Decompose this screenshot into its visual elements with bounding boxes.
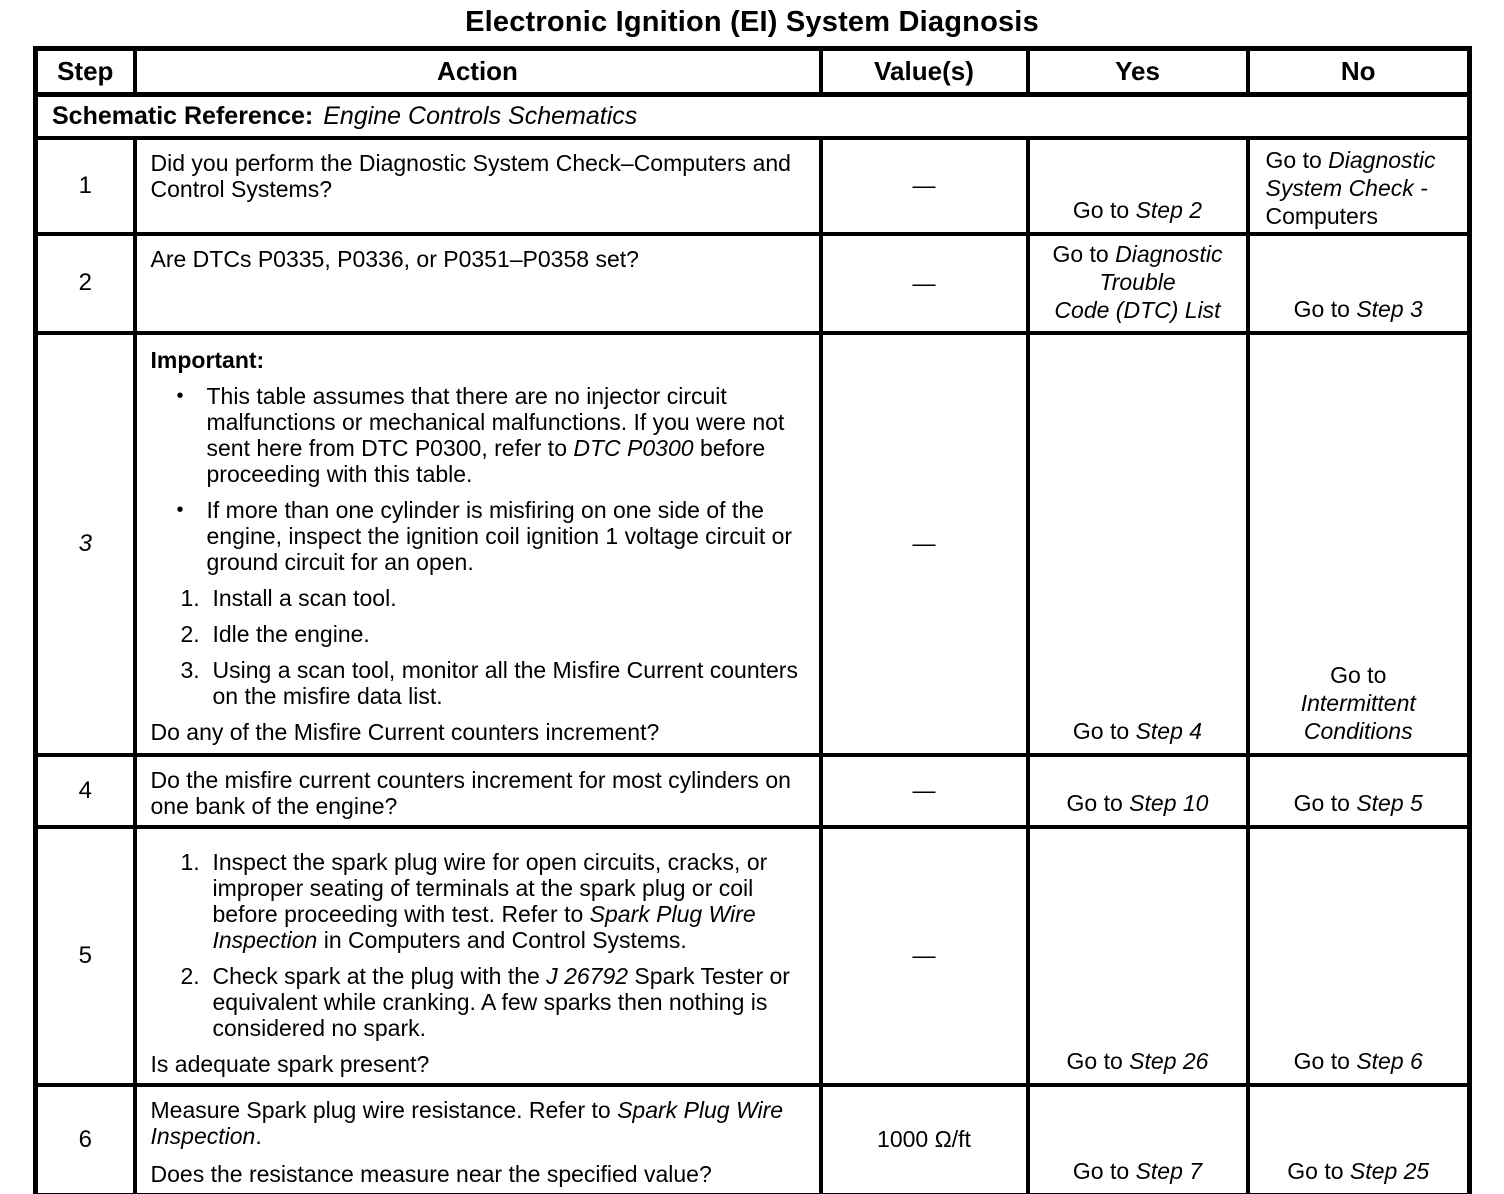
number-marker: 3. (180, 656, 200, 683)
question-text: Is adequate spark present? (150, 1050, 430, 1077)
action-paragraph: Are DTCs P0335, P0336, or P0351–P0358 se… (150, 245, 639, 272)
column-header-no: No (1245, 46, 1472, 97)
schematic-reference-cell: Schematic Reference: Engine Controls Sche… (33, 92, 1472, 140)
step-cell: 4 (33, 752, 137, 829)
yes-cell: Go to Step 2 (1025, 135, 1250, 236)
item-text: Install a scan tool. (212, 584, 397, 611)
bullet-marker: • (176, 384, 184, 407)
action-cell: Important: • This table assumes that there… (132, 330, 823, 757)
step-cell: 1 (33, 135, 137, 236)
no-cell: Go to Diagnostic System Check - Computers (1245, 135, 1472, 236)
table-row: 3 Important: • This table assumes that the… (33, 330, 1472, 757)
header-row: Step Action Value(s) Yes No (33, 46, 1472, 97)
column-header-step: Step (33, 46, 137, 97)
numbered-item: 2. Idle the engine. (181, 621, 809, 647)
number-marker: 2. (180, 620, 200, 647)
action-cell: 1. Inspect the spark plug wire for open c… (132, 824, 823, 1087)
no-cell: Go to Step 6 (1245, 824, 1472, 1087)
no-cell: Go to Step 3 (1245, 231, 1472, 335)
diagnosis-table: Step Action Value(s) Yes No Schematic Re… (33, 46, 1472, 1194)
action-cell: Measure Spark plug wire resistance. Refe… (132, 1082, 823, 1194)
item-text: Using a scan tool, monitor all the Misfi… (212, 656, 798, 709)
yes-cell: Go to Diagnostic Trouble Code (DTC) List (1025, 231, 1250, 335)
number-marker: 1. (180, 848, 200, 875)
bullet-item: • This table assumes that there are no in… (177, 383, 809, 487)
action-cell: Did you perform the Diagnostic System Ch… (132, 135, 823, 236)
value-cell: — (818, 330, 1030, 757)
value-cell: — (818, 752, 1030, 829)
schematic-reference-value: Engine Controls Schematics (323, 101, 638, 130)
value-cell: — (818, 231, 1030, 335)
numbered-item: 1. Inspect the spark plug wire for open c… (181, 849, 809, 953)
page-title: Electronic Ignition (EI) System Diagnosi… (465, 6, 1039, 38)
step-cell: 6 (33, 1082, 137, 1194)
numbered-item: 1. Install a scan tool. (181, 585, 809, 611)
bullet-item: • If more than one cylinder is misfiring … (177, 497, 809, 575)
column-header-action: Action (132, 46, 823, 97)
value-cell: — (818, 824, 1030, 1087)
schematic-reference-label: Schematic Reference: (52, 101, 314, 130)
action-paragraph: Measure Spark plug wire resistance. Refe… (150, 1096, 784, 1149)
table-row: 6 Measure Spark plug wire resistance. Re… (33, 1082, 1472, 1194)
table-row: 4 Do the misfire current counters increm… (33, 752, 1472, 829)
value-cell: — (818, 135, 1030, 236)
item-text: Idle the engine. (212, 620, 370, 647)
question-text: Does the resistance measure near the spe… (150, 1160, 712, 1187)
table-row: 5 1. Inspect the spark plug wire for open… (33, 824, 1472, 1087)
item-text: This table assumes that there are no inj… (206, 382, 785, 487)
action-cell: Are DTCs P0335, P0336, or P0351–P0358 se… (132, 231, 823, 335)
item-text: Inspect the spark plug wire for open cir… (212, 848, 768, 953)
yes-cell: Go to Step 7 (1025, 1082, 1250, 1194)
number-marker: 2. (180, 962, 200, 989)
yes-cell: Go to Step 10 (1025, 752, 1250, 829)
table-row: 1 Did you perform the Diagnostic System … (33, 135, 1472, 236)
numbered-item: 2. Check spark at the plug with the J 267… (181, 963, 809, 1041)
schematic-reference-row: Schematic Reference: Engine Controls Sche… (33, 92, 1472, 140)
step-cell: 5 (33, 824, 137, 1087)
action-paragraph: Did you perform the Diagnostic System Ch… (150, 149, 791, 202)
column-header-yes: Yes (1025, 46, 1250, 97)
no-cell: Go to Step 25 (1245, 1082, 1472, 1194)
bullet-marker: • (176, 498, 184, 521)
question-text: Do any of the Misfire Current counters i… (150, 718, 660, 745)
number-marker: 1. (180, 584, 200, 611)
yes-cell: Go to Step 4 (1025, 330, 1250, 757)
step-cell: 3 (33, 330, 137, 757)
column-header-values: Value(s) (818, 46, 1030, 97)
action-cell: Do the misfire current counters incremen… (132, 752, 823, 829)
action-paragraph: Do the misfire current counters incremen… (150, 766, 791, 819)
numbered-item: 3. Using a scan tool, monitor all the Mis… (181, 657, 809, 709)
item-text: If more than one cylinder is misfiring o… (206, 496, 793, 575)
table-row: 2 Are DTCs P0335, P0336, or P0351–P0358 … (33, 231, 1472, 335)
value-cell: 1000 Ω/ft (818, 1082, 1030, 1194)
important-heading: Important: (150, 346, 265, 373)
step-cell: 2 (33, 231, 137, 335)
yes-cell: Go to Step 26 (1025, 824, 1250, 1087)
item-text: Check spark at the plug with the J 26792… (212, 962, 790, 1041)
no-cell: Go to Step 5 (1245, 752, 1472, 829)
no-cell: Go to Intermittent Conditions (1245, 330, 1472, 757)
